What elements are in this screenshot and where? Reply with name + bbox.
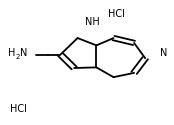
Text: NH: NH	[85, 17, 100, 27]
Text: N: N	[20, 48, 27, 58]
Text: 2: 2	[15, 54, 19, 60]
Text: HCl: HCl	[108, 9, 124, 19]
Text: H: H	[8, 48, 16, 58]
Text: N: N	[160, 48, 167, 58]
Text: HCl: HCl	[10, 104, 27, 114]
